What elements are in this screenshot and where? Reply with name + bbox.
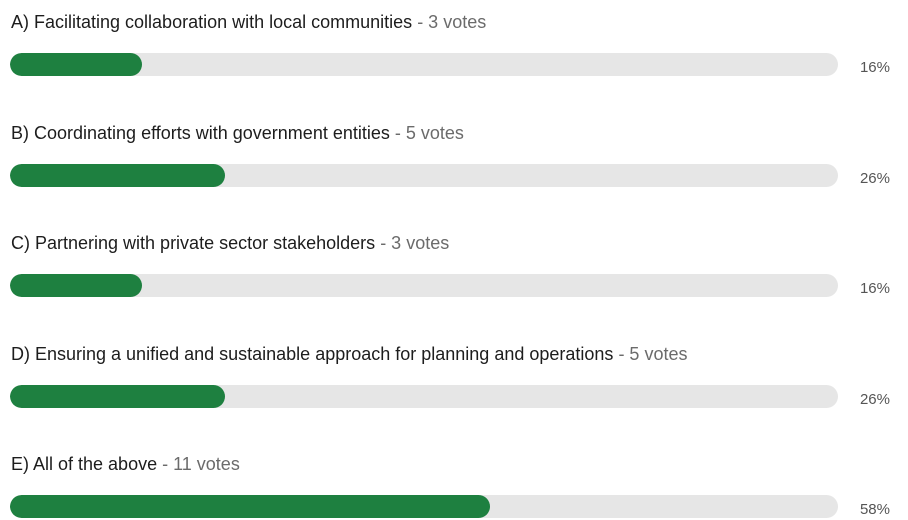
option-text: E) All of the above — [11, 454, 158, 474]
percent-label: 16% — [859, 59, 890, 76]
bar-track — [10, 384, 838, 408]
percent-label: 58% — [859, 501, 890, 518]
option-label: B) Coordinating efforts with government … — [11, 122, 464, 144]
bar-fill — [10, 274, 143, 297]
bar-track — [10, 495, 838, 518]
vote-count: - 3 votes — [380, 233, 450, 253]
bar-fill — [10, 495, 491, 518]
vote-count: - 5 votes — [618, 343, 688, 364]
bar-track — [10, 274, 838, 297]
vote-count: - 5 votes — [394, 122, 464, 143]
bar-fill — [10, 163, 226, 187]
option-text: C) Partnering with private sector stakeh… — [11, 233, 376, 253]
percent-label: 26% — [859, 390, 890, 408]
option-label: C) Partnering with private sector stakeh… — [11, 232, 449, 254]
bar-track — [10, 53, 838, 76]
option-label: A) Facilitating collaboration with local… — [11, 11, 486, 33]
bar-fill — [10, 53, 143, 76]
percent-label: 16% — [859, 280, 890, 297]
option-text: D) Ensuring a unified and sustainable ap… — [11, 343, 614, 364]
option-text: B) Coordinating efforts with government … — [11, 122, 390, 143]
percent-label: 26% — [859, 169, 890, 187]
vote-count: - 11 votes — [162, 454, 240, 474]
bar-track — [10, 163, 838, 187]
bar-fill — [10, 384, 226, 408]
vote-count: - 3 votes — [417, 12, 487, 32]
option-text: A) Facilitating collaboration with local… — [11, 12, 413, 32]
option-label: D) Ensuring a unified and sustainable ap… — [11, 343, 687, 365]
option-label: E) All of the above - 11 votes — [11, 453, 240, 475]
